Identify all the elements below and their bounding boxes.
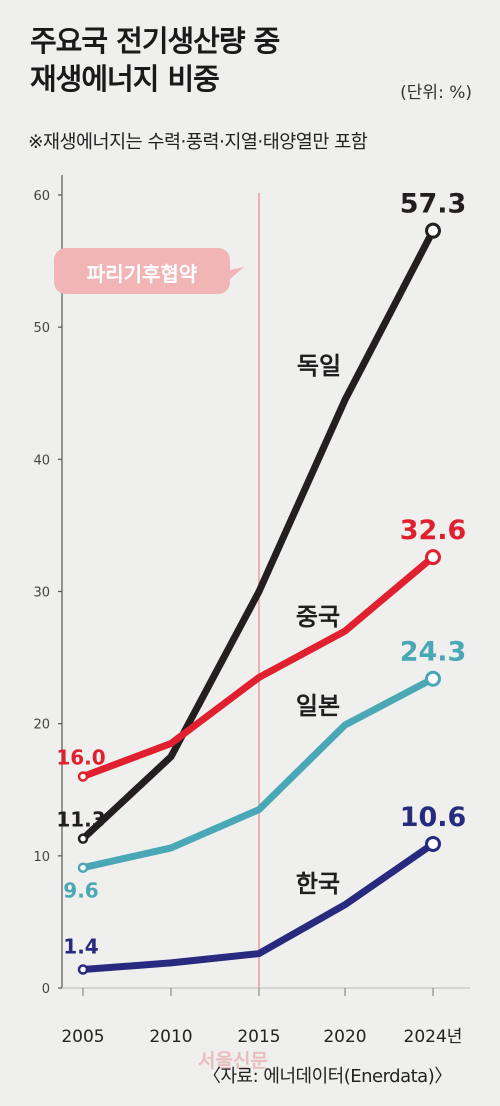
series-name-label: 독일 xyxy=(297,352,341,380)
end-value-label: 10.6 xyxy=(400,802,467,833)
data-point-end xyxy=(425,835,441,852)
start-value-label: 11.3 xyxy=(56,808,105,832)
end-value-label: 57.3 xyxy=(400,189,467,220)
annotation-callout xyxy=(54,248,244,294)
end-value-label: 24.3 xyxy=(400,637,467,668)
y-tick-label: 20 xyxy=(33,718,50,733)
title-line-2: 재생에너지 비중 xyxy=(30,62,220,96)
y-tick-label: 60 xyxy=(33,189,50,204)
data-point-start xyxy=(77,771,89,782)
end-value-label: 32.6 xyxy=(400,515,467,546)
unit-label: (단위: %) xyxy=(400,83,472,103)
y-tick-label: 0 xyxy=(42,982,50,997)
start-value-label: 1.4 xyxy=(63,934,98,958)
y-tick-label: 10 xyxy=(33,850,50,865)
data-point-end xyxy=(425,549,441,566)
annotation-label: 파리기후협약 xyxy=(87,262,198,286)
series-line xyxy=(79,675,437,872)
source-label: 〈자료: 에너데이터(Enerdata)〉 xyxy=(203,1066,452,1087)
series-line xyxy=(79,553,437,780)
data-point-end xyxy=(425,670,441,687)
x-tick-label: 2015 xyxy=(237,1027,280,1047)
series-name-label: 일본 xyxy=(296,692,340,720)
x-tick-label: 2020 xyxy=(323,1027,366,1047)
series-line xyxy=(79,227,437,843)
x-tick-label: 2024년 xyxy=(404,1027,463,1047)
data-point-end xyxy=(425,222,441,239)
data-point-start xyxy=(77,833,89,844)
data-point-start xyxy=(77,862,89,873)
watermark: 서울신문 xyxy=(198,1050,268,1072)
series-line xyxy=(79,840,437,973)
start-value-label: 16.0 xyxy=(56,746,105,770)
title-line-1: 주요국 전기생산량 중 xyxy=(30,24,280,58)
series-name-label: 중국 xyxy=(296,603,340,631)
y-tick-label: 40 xyxy=(33,453,50,468)
data-point-start xyxy=(77,964,89,975)
start-value-label: 9.6 xyxy=(63,879,98,903)
chart-title: 주요국 전기생산량 중 재생에너지 비중 xyxy=(30,22,280,98)
y-tick-label: 30 xyxy=(33,586,50,601)
x-tick-label: 2010 xyxy=(149,1027,192,1047)
footnote: ※재생에너지는 수력·풍력·지열·태양열만 포함 xyxy=(28,132,368,153)
x-tick-label: 2005 xyxy=(61,1027,104,1047)
y-tick-label: 50 xyxy=(33,321,50,336)
series-name-label: 한국 xyxy=(296,870,340,898)
